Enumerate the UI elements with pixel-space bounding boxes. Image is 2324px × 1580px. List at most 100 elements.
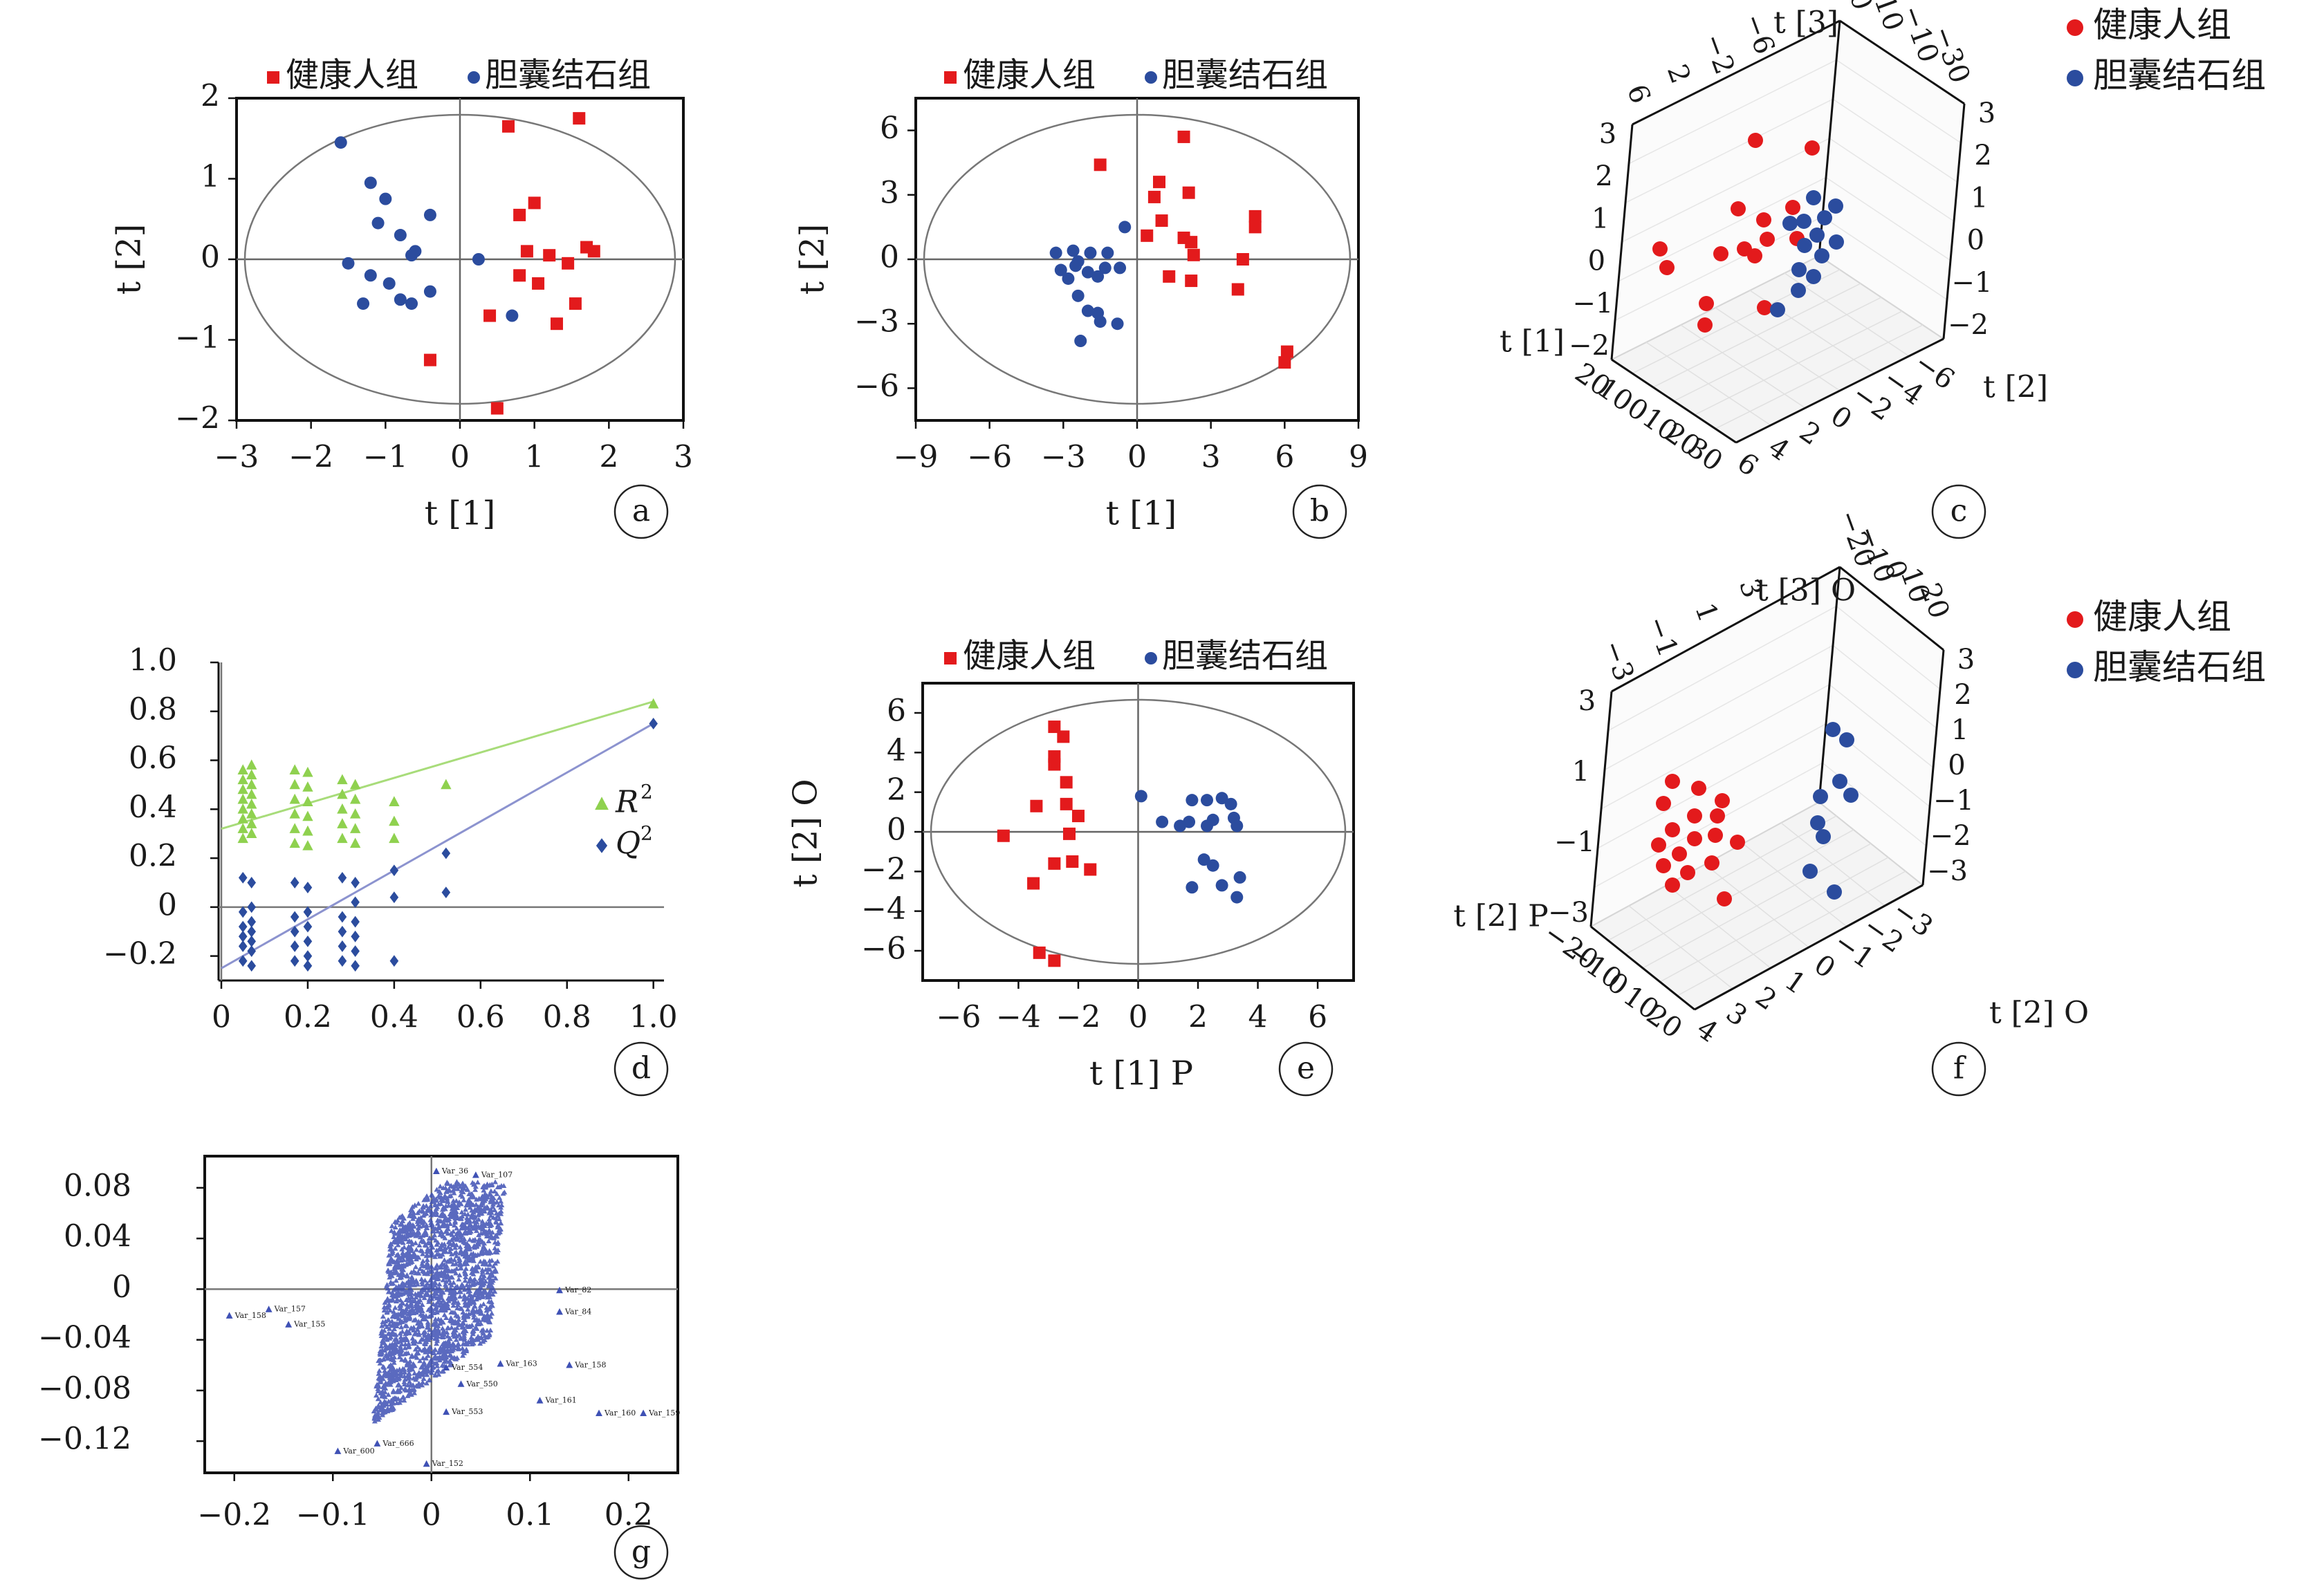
loading-point	[420, 1379, 426, 1385]
loading-point	[468, 1251, 474, 1256]
loading-point	[388, 1256, 394, 1261]
y-tick-label: 0.04	[64, 1219, 131, 1254]
point-q2	[247, 945, 257, 957]
loading-point	[498, 1220, 504, 1226]
y-tick-label: −0.2	[103, 936, 177, 972]
point-healthy	[1656, 796, 1671, 811]
panel-label-f: f	[1953, 1051, 1966, 1086]
z-tick-label-right: 3	[1978, 97, 1995, 129]
loading-point	[439, 1331, 445, 1337]
loading-point	[418, 1323, 425, 1329]
point-stone	[1074, 335, 1087, 348]
annotated-point	[265, 1305, 273, 1312]
loading-point	[487, 1278, 493, 1283]
annotated-point	[225, 1312, 233, 1319]
annotated-point	[457, 1380, 465, 1387]
loading-point	[381, 1398, 387, 1404]
loading-point	[437, 1190, 443, 1196]
point-r2	[349, 823, 361, 833]
loading-point	[415, 1350, 421, 1356]
point-healthy	[1062, 827, 1076, 840]
loading-point	[486, 1248, 492, 1254]
regression-line-r	[221, 700, 654, 830]
loading-point	[457, 1265, 463, 1271]
point-stone	[1230, 819, 1244, 833]
y-tick-label: 0	[112, 1270, 131, 1305]
loading-point	[379, 1328, 385, 1333]
loading-point	[476, 1295, 482, 1301]
loading-point	[457, 1184, 463, 1189]
loading-point	[446, 1267, 452, 1273]
loading-point	[409, 1208, 416, 1214]
legend-marker-r2	[595, 797, 609, 810]
loading-point	[433, 1265, 439, 1271]
point-stone	[1071, 289, 1085, 302]
cube-edge	[1694, 884, 1924, 1011]
loading-point	[393, 1267, 399, 1273]
loading-point	[473, 1263, 479, 1269]
loading-point	[429, 1267, 435, 1273]
loading-point	[471, 1314, 477, 1320]
point-stone	[1081, 266, 1094, 279]
loading-point	[424, 1249, 430, 1254]
x-tick-label: 0.2	[284, 1000, 332, 1035]
x-tick-label: 1.0	[629, 1000, 678, 1035]
loading-point	[468, 1337, 474, 1342]
loading-point	[418, 1364, 424, 1370]
loading-point	[424, 1372, 430, 1377]
point-q2	[247, 916, 257, 928]
point-q2	[351, 896, 360, 909]
loading-point	[450, 1320, 456, 1326]
loading-point	[391, 1258, 398, 1264]
loading-point	[396, 1366, 403, 1372]
loading-point	[405, 1372, 412, 1377]
loading-point	[386, 1252, 392, 1258]
grid-line	[1614, 216, 1823, 322]
loading-point	[393, 1314, 399, 1319]
loading-point	[479, 1278, 486, 1283]
loading-point	[481, 1290, 488, 1295]
x-tick-label: −6	[967, 440, 1012, 475]
loading-point	[450, 1242, 456, 1247]
grid-line	[1829, 684, 1934, 768]
annotation-label: Var_666	[382, 1439, 414, 1448]
loading-point	[496, 1227, 502, 1232]
point-healthy	[573, 112, 586, 125]
loading-point	[441, 1257, 448, 1263]
loading-point	[456, 1317, 462, 1322]
loading-point	[419, 1261, 425, 1266]
panel-label-a: a	[632, 494, 650, 529]
x-tick-label: −2	[1056, 1000, 1101, 1035]
point-healthy	[1760, 232, 1775, 247]
point-healthy	[423, 353, 436, 366]
loading-point	[461, 1312, 467, 1318]
loading-point	[462, 1270, 468, 1276]
loading-point	[470, 1180, 476, 1185]
loading-point	[436, 1349, 443, 1355]
loading-point	[418, 1289, 425, 1294]
loading-point	[492, 1239, 498, 1245]
y-tick-label: 0.4	[129, 790, 177, 825]
loading-point	[402, 1345, 408, 1350]
loading-point	[432, 1346, 439, 1352]
annotation-label: Var_161	[545, 1396, 577, 1405]
loading-point	[414, 1310, 420, 1315]
annotation-label: Var_152	[432, 1459, 463, 1468]
point-q2	[290, 955, 299, 967]
loading-point	[490, 1272, 496, 1278]
point-healthy	[1680, 865, 1695, 880]
point-r2	[246, 759, 257, 770]
loading-point	[456, 1322, 463, 1328]
point-r2	[246, 828, 257, 838]
loading-point	[403, 1314, 409, 1320]
point-stone	[1843, 788, 1859, 803]
axis-title-2: t [2] O	[1989, 996, 2089, 1031]
loading-point	[435, 1240, 441, 1245]
loading-point	[451, 1267, 457, 1273]
point-stone	[1094, 315, 1107, 328]
loading-point	[396, 1233, 403, 1238]
z-tick-label-right: −2	[1948, 309, 1989, 341]
point-stone	[1084, 246, 1097, 259]
loading-point	[407, 1251, 413, 1256]
annotated-point	[497, 1360, 504, 1367]
